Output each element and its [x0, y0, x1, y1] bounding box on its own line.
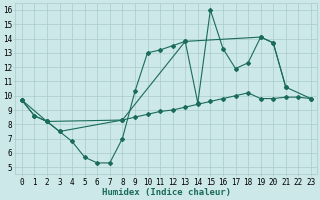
X-axis label: Humidex (Indice chaleur): Humidex (Indice chaleur): [102, 188, 231, 197]
